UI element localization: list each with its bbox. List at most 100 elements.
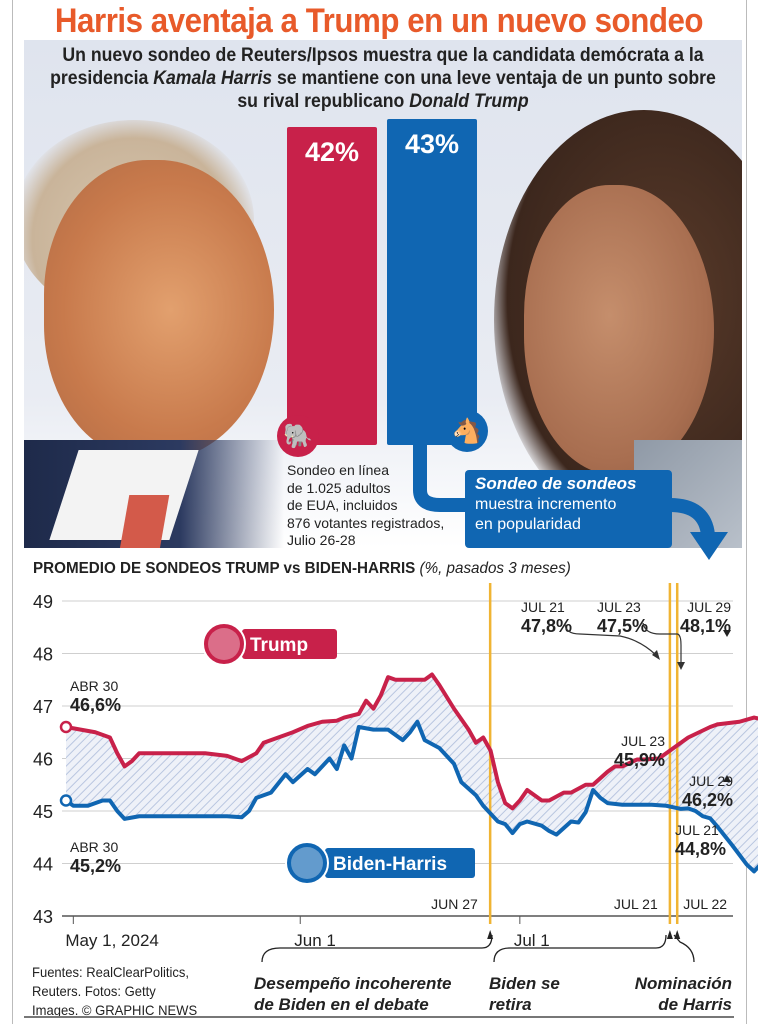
elephant-icon xyxy=(208,628,240,660)
event-label-line: de Harris xyxy=(658,995,732,1014)
callout-connector xyxy=(413,445,728,560)
y-tick-label: 45 xyxy=(33,802,53,822)
poll-note: Sondeo en línea de 1.025 adultos de EUA,… xyxy=(287,462,444,550)
page-title: Harris aventaja a Trump en un nuevo sond… xyxy=(54,2,704,40)
event-label-line: retira xyxy=(489,995,532,1014)
harris-photo xyxy=(524,185,714,475)
value-label-value: 45,9% xyxy=(614,750,665,770)
trump-photo xyxy=(44,160,274,460)
elephant-icon: 🐘 xyxy=(277,415,319,457)
event-label-line: de Biden en el debate xyxy=(254,995,429,1014)
value-label-value: 48,1% xyxy=(680,616,731,636)
value-label-date: JUL 23 xyxy=(597,599,641,615)
source-line: Reuters. Fotos: Getty xyxy=(32,983,156,999)
chart-title: PROMEDIO DE SONDEOS TRUMP vs BIDEN-HARRI… xyxy=(33,560,571,578)
value-label-date: JUL 23 xyxy=(621,733,665,749)
source-line: Images. © GRAPHIC NEWS xyxy=(32,1002,198,1018)
y-tick-label: 48 xyxy=(33,645,53,665)
donkey-icon xyxy=(291,847,323,879)
gap-area xyxy=(66,674,758,872)
event-arrow-icon xyxy=(666,930,673,939)
value-label-value: 47,5% xyxy=(597,616,648,636)
chart-title-note: (%, pasados 3 meses) xyxy=(419,560,571,577)
event-date-label: JUN 27 xyxy=(431,896,478,912)
pointer-arrow-icon xyxy=(652,650,660,660)
value-label-value: 47,8% xyxy=(521,616,572,636)
pointer-arrow-icon xyxy=(723,775,731,782)
subtitle: Un nuevo sondeo de Reuters/Ipsos muestra… xyxy=(49,44,717,113)
value-label-value: 46,2% xyxy=(682,790,733,810)
poll-note-line: Sondeo en línea xyxy=(287,462,389,478)
trump-poll-value: 42% xyxy=(304,137,360,167)
event-arrow-icon xyxy=(674,930,681,939)
x-tick-label: Jul 1 xyxy=(514,931,550,950)
subtitle-harris-name: Kamala Harris xyxy=(153,68,273,89)
donkey-icon: 🐴 xyxy=(446,410,488,452)
x-tick-label: May 1, 2024 xyxy=(65,931,159,950)
event-label-line: Nominación xyxy=(634,974,732,993)
value-label-value: 46,6% xyxy=(70,695,121,715)
event-date-label: JUL 21 xyxy=(614,896,658,912)
value-label-date: JUL 29 xyxy=(687,599,731,615)
poll-of-polls-callout: Sondeo de sondeos muestra incremento en … xyxy=(465,470,672,548)
event-label-line: Desempeño incoherente xyxy=(254,974,452,993)
biden-harris-legend-label: Biden-Harris xyxy=(333,854,447,875)
event-label-biden-withdraws: Biden se retira xyxy=(489,973,560,1015)
poll-note-line: de 1.025 adultos xyxy=(287,479,391,496)
value-label-date: ABR 30 xyxy=(70,678,118,694)
y-tick-label: 49 xyxy=(33,592,53,612)
poll-note-line: Julio 26-28 xyxy=(287,532,356,548)
subtitle-trump-name: Donald Trump xyxy=(409,91,529,112)
source-line: Fuentes: RealClearPolitics, xyxy=(32,964,190,980)
callout-line: muestra incremento xyxy=(475,496,617,513)
page-frame xyxy=(12,0,747,1024)
subtitle-text: se mantiene con una leve ventaja de un p… xyxy=(237,68,716,112)
value-label-date: JUL 21 xyxy=(521,599,565,615)
callout-line: en popularidad xyxy=(475,516,581,533)
data-point-marker xyxy=(59,720,73,734)
brace-withdraw xyxy=(493,934,667,963)
poll-note-line: de EUA, incluidos xyxy=(287,497,398,513)
photo-background xyxy=(24,40,742,548)
trump-line xyxy=(64,672,720,811)
poll-note-line: 876 votantes registrados, xyxy=(287,514,445,531)
event-label-debate: Desempeño incoherente de Biden en el deb… xyxy=(254,973,451,1015)
pointer-arrow-icon xyxy=(677,662,685,670)
connector-right xyxy=(669,498,715,537)
value-label-date: JUL 29 xyxy=(689,773,733,789)
harris-poll-value: 43% xyxy=(404,129,460,159)
subtitle-text: Un nuevo sondeo de Reuters/Ipsos muestra… xyxy=(50,45,704,89)
harris-poll-bar: 43% xyxy=(387,119,477,445)
x-tick-label: Jun 1 xyxy=(294,931,336,950)
y-tick-label: 46 xyxy=(33,750,53,770)
pointer-arrow xyxy=(564,622,657,656)
y-tick-label: 43 xyxy=(33,907,53,927)
biden-harris-line xyxy=(64,719,758,874)
data-point-marker xyxy=(59,794,73,807)
source-credit: Fuentes: RealClearPolitics, Reuters. Fot… xyxy=(32,963,197,1020)
y-tick-label: 47 xyxy=(33,697,53,717)
connector-left xyxy=(413,445,470,512)
event-label-harris-nomination: Nominación de Harris xyxy=(610,973,732,1015)
trump-badge xyxy=(242,629,337,659)
down-arrow-icon xyxy=(690,532,728,560)
trump-legend-label: Trump xyxy=(250,635,308,656)
trump-poll-bar: 42% xyxy=(287,127,377,445)
value-label-value: 45,2% xyxy=(70,856,121,876)
bottom-rule xyxy=(24,1016,734,1018)
y-tick-label: 44 xyxy=(33,855,53,875)
chart-title-text: PROMEDIO DE SONDEOS TRUMP vs BIDEN-HARRI… xyxy=(33,560,416,577)
biden-harris-badge xyxy=(325,848,475,878)
event-label-line: Biden se xyxy=(489,974,560,993)
brace-nomination xyxy=(673,934,695,963)
event-date-label: JUL 22 xyxy=(683,896,727,912)
brace-debate xyxy=(261,934,493,963)
value-label-value: 44,8% xyxy=(675,839,726,859)
pointer-arrow-icon xyxy=(723,630,731,637)
trump-badge-circle xyxy=(202,622,246,666)
biden-harris-badge-circle xyxy=(285,841,329,885)
pointer-arrow xyxy=(642,622,682,664)
value-label-date: ABR 30 xyxy=(70,839,118,855)
callout-title: Sondeo de sondeos xyxy=(475,474,637,493)
